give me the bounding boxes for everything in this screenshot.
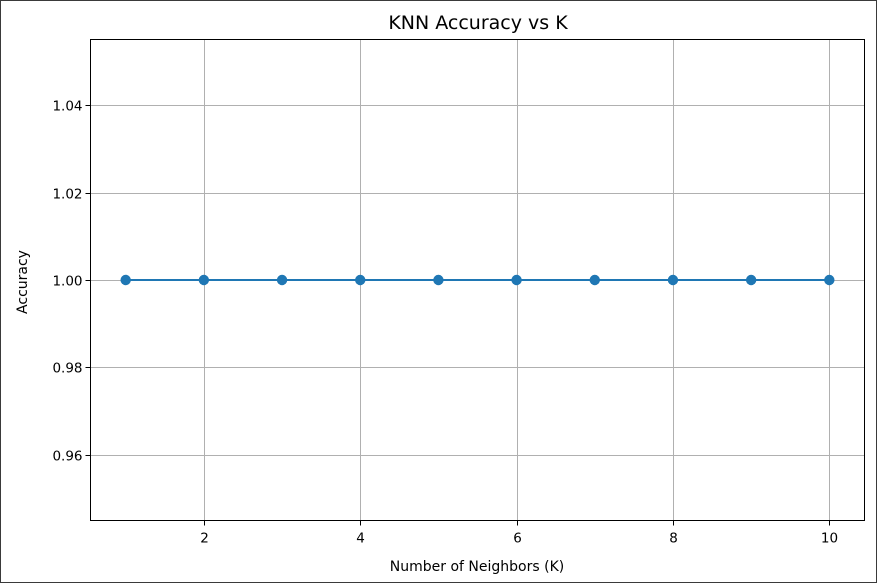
x-tick-label: 6 — [513, 531, 522, 547]
x-tick-label: 4 — [356, 531, 365, 547]
data-point — [511, 274, 522, 286]
x-axis: 2 4 6 8 10 — [200, 520, 838, 547]
y-tick-label: 1.04 — [52, 99, 82, 115]
data-point — [589, 274, 600, 286]
x-tick-label: 2 — [200, 531, 209, 547]
data-point — [824, 274, 835, 286]
data-point — [433, 274, 444, 286]
y-axis-label: Accuracy — [15, 250, 31, 314]
chart-title: KNN Accuracy vs K — [388, 12, 568, 34]
series-layer — [120, 274, 835, 286]
data-point — [276, 274, 288, 286]
y-tick-label: 1.00 — [52, 274, 82, 290]
y-tick-label: 0.98 — [52, 361, 82, 377]
x-tick-label: 10 — [821, 531, 838, 547]
y-tick-label: 1.02 — [52, 187, 82, 203]
data-point — [355, 274, 366, 286]
x-axis-label: Number of Neighbors (K) — [390, 559, 564, 575]
y-tick-label: 0.96 — [52, 449, 82, 465]
data-point — [198, 274, 210, 286]
data-point — [120, 274, 131, 286]
data-point — [745, 274, 757, 286]
y-axis: 0.96 0.98 1.00 1.02 1.04 — [52, 99, 91, 465]
x-tick-label: 8 — [669, 531, 678, 547]
data-point — [667, 274, 679, 286]
